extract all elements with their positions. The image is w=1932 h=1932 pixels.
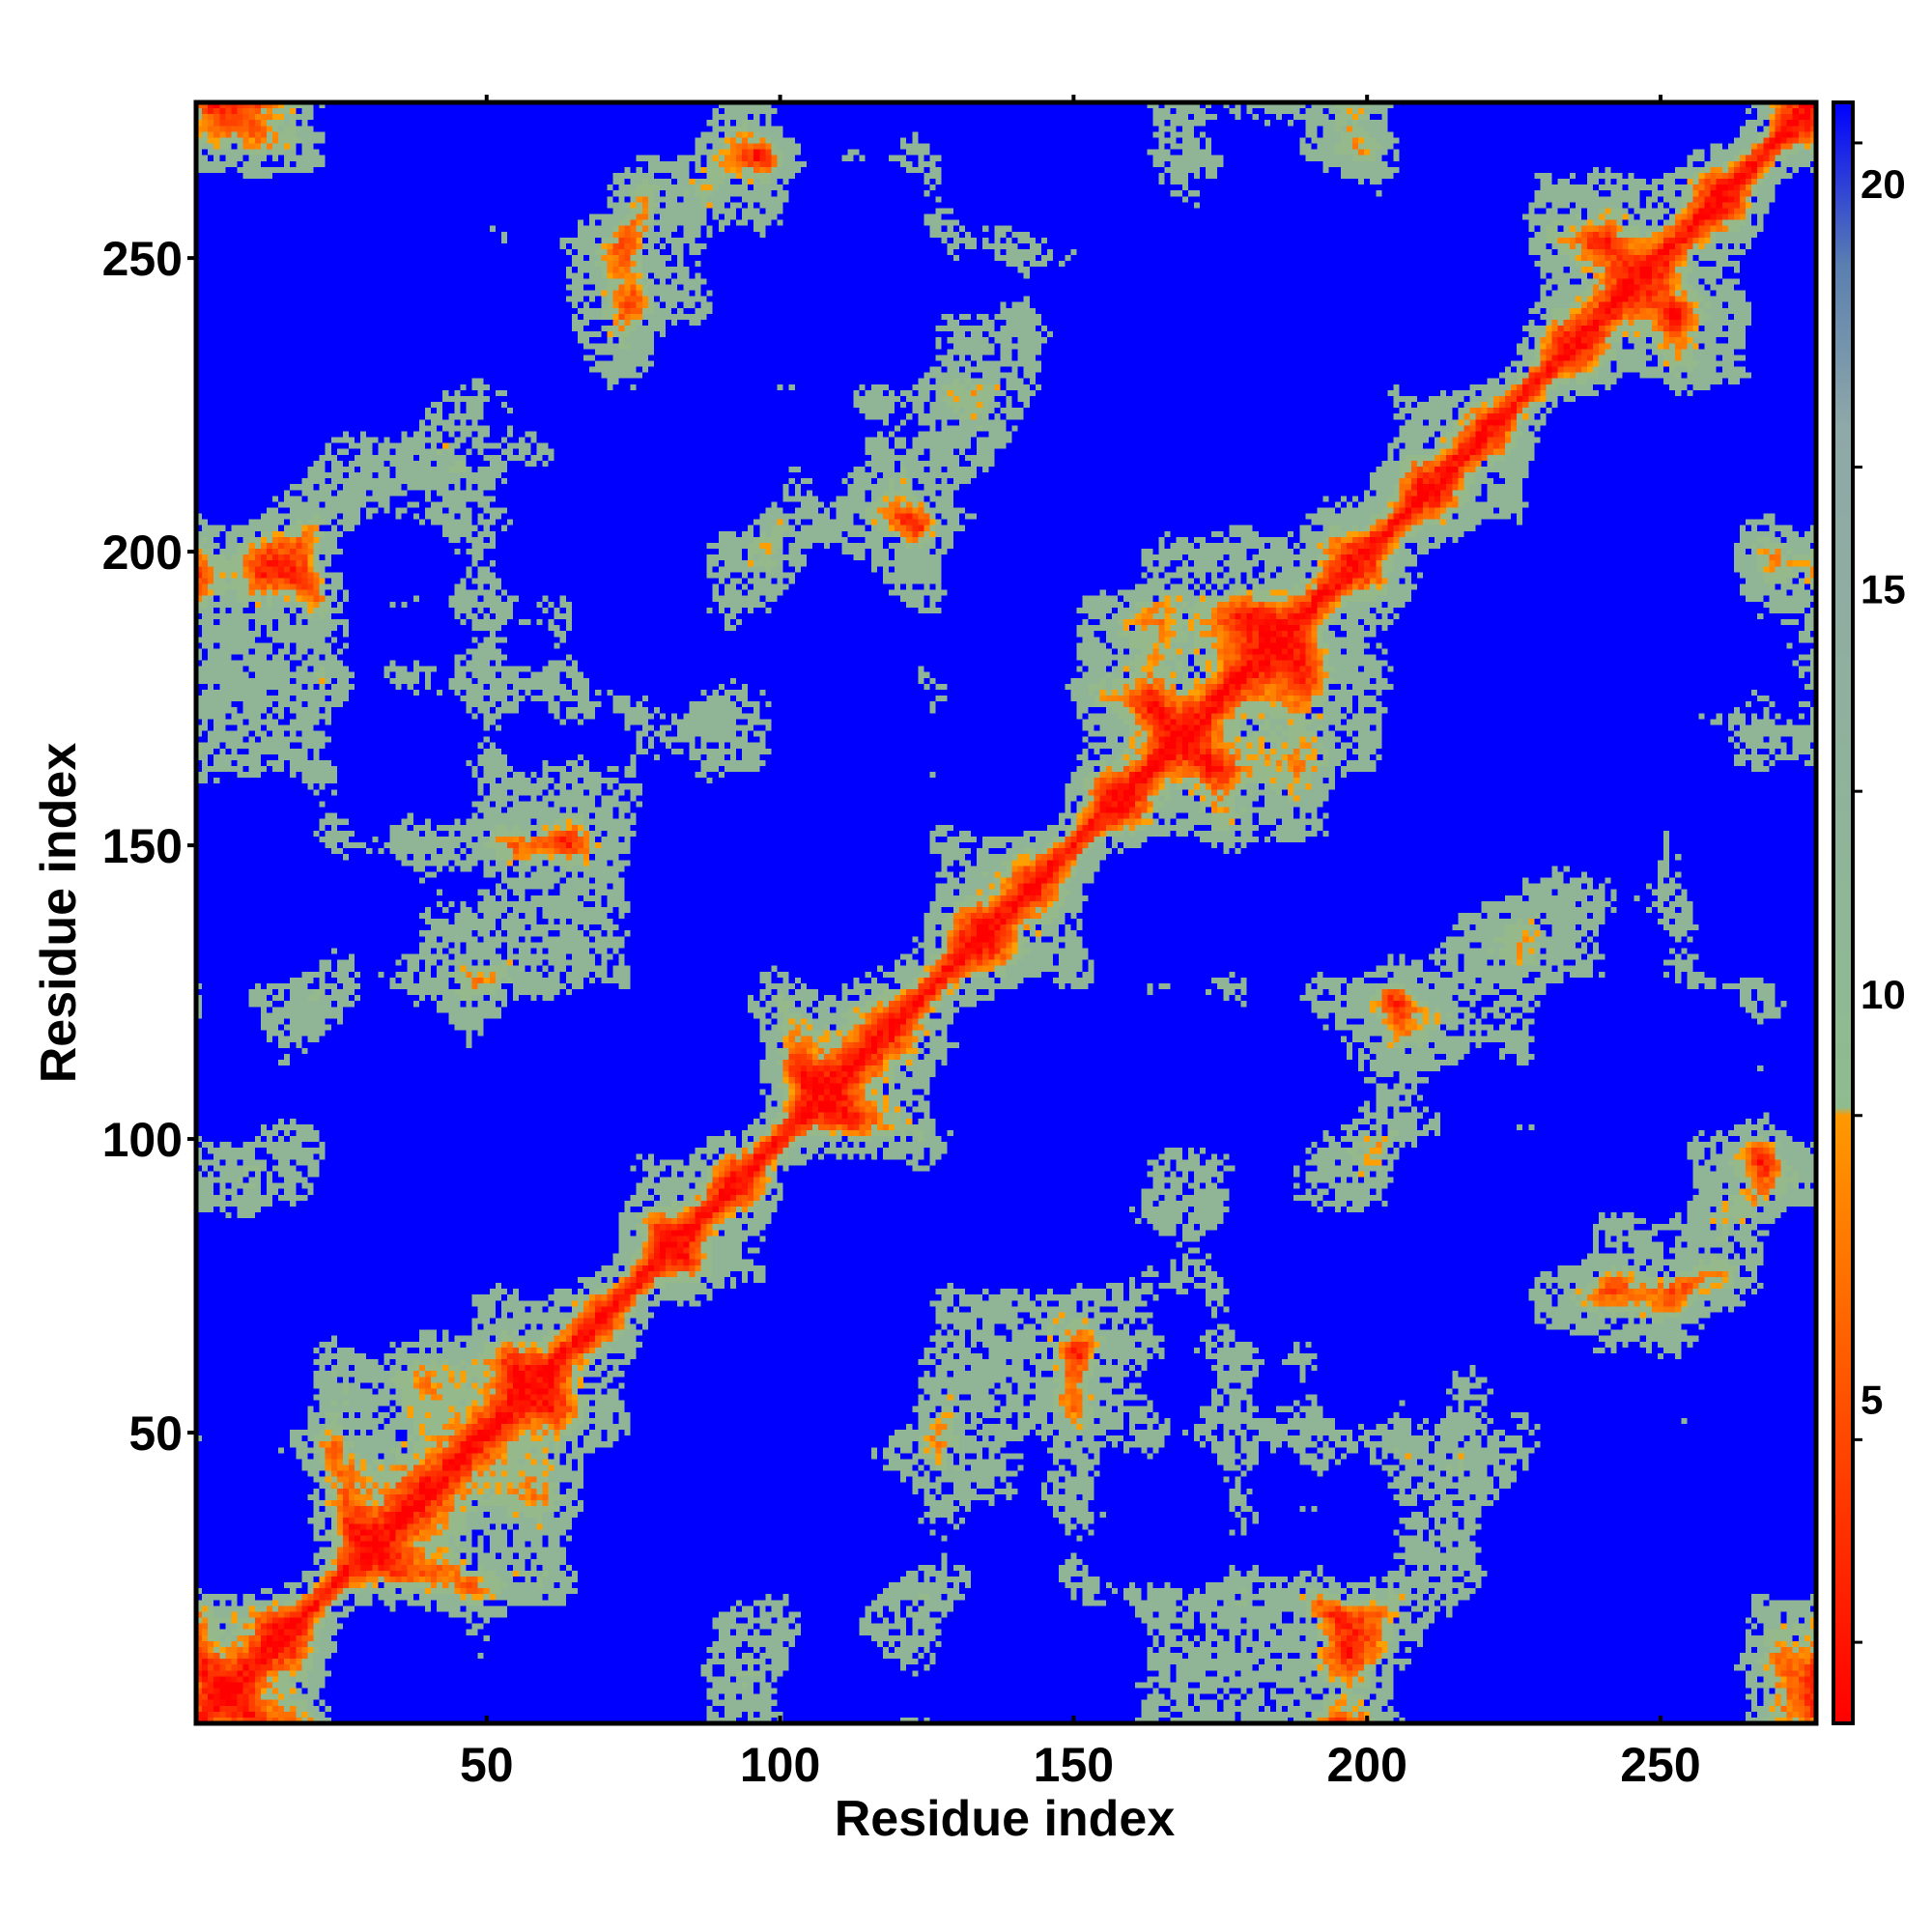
colorbar-tick-label: 20 (1861, 161, 1906, 207)
x-axis: 50 100 150 200 250 (460, 95, 1701, 1792)
x-tick-label: 250 (1620, 1738, 1700, 1792)
colorbar-gradient (1833, 102, 1853, 1723)
x-tick-label: 50 (460, 1738, 514, 1792)
colorbar-ticks: 5 10 15 20 (1853, 141, 1906, 1644)
colorbar-tick-label: 5 (1861, 1377, 1883, 1422)
y-axis: 50 100 150 200 250 (102, 232, 196, 1461)
y-tick-label: 50 (128, 1406, 183, 1461)
colorbar: 5 10 15 20 (1832, 100, 1906, 1725)
y-tick-label: 200 (102, 526, 183, 580)
x-tick-label: 100 (740, 1738, 820, 1792)
x-tick-label: 150 (1034, 1738, 1114, 1792)
y-tick-label: 150 (102, 819, 183, 873)
x-tick-label: 200 (1326, 1738, 1406, 1792)
y-tick-label: 100 (102, 1113, 183, 1167)
heatmap-cells (196, 102, 1816, 1723)
y-tick-label: 250 (102, 232, 183, 286)
heatmap-plot-area (196, 102, 1816, 1723)
x-axis-title: Residue index (835, 1791, 1176, 1847)
y-axis-title: Residue index (31, 743, 87, 1084)
colorbar-frame (1832, 100, 1855, 1725)
colorbar-tick-label: 15 (1861, 566, 1906, 611)
plot-frame (193, 99, 1819, 1726)
colorbar-tick-label: 10 (1861, 972, 1906, 1017)
